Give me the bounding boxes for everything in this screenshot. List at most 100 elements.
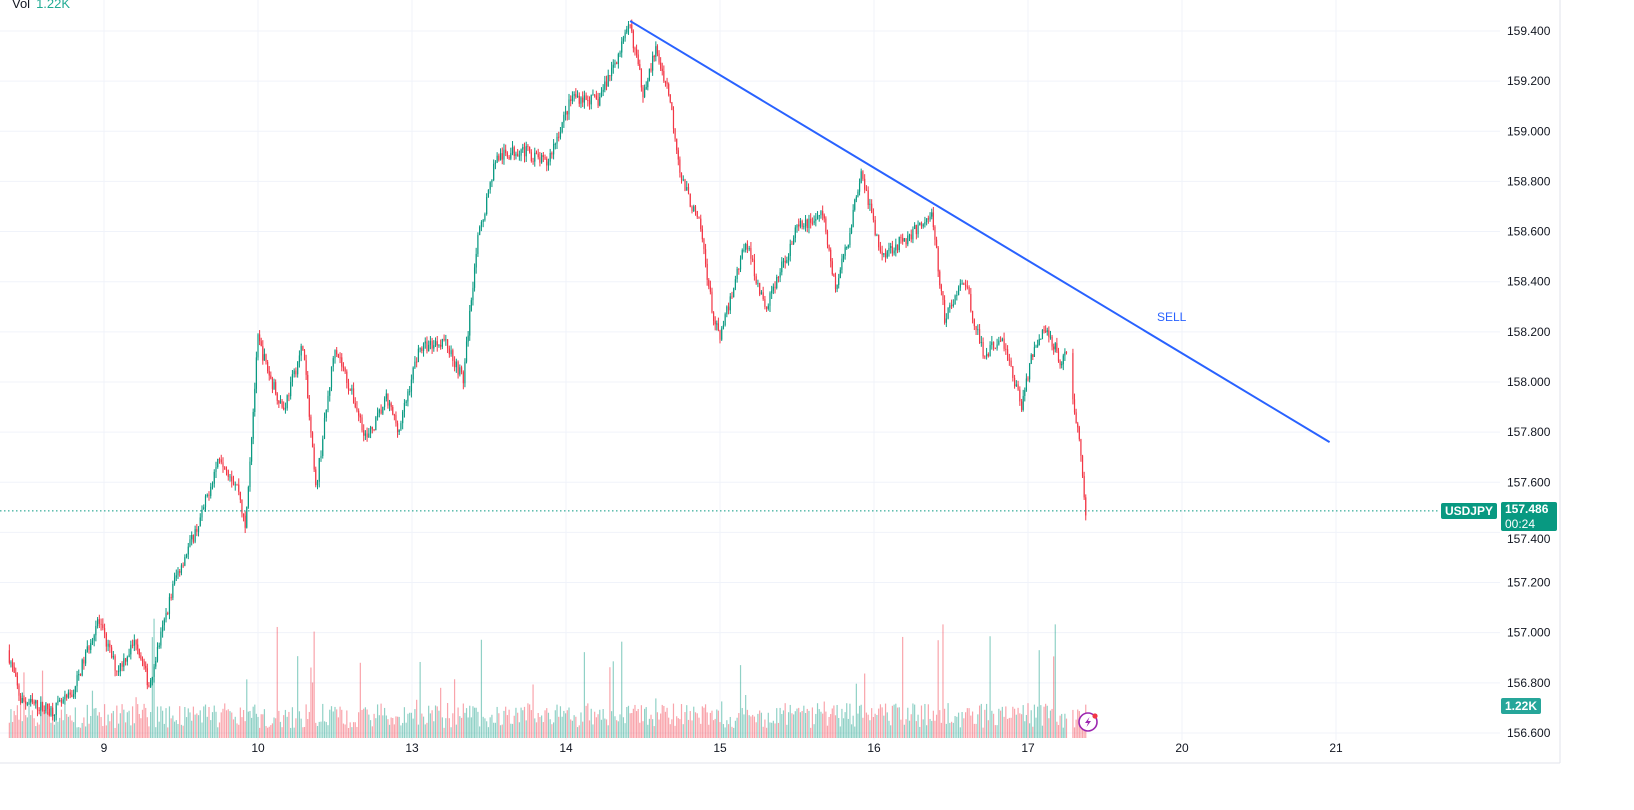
volume-bar	[259, 727, 261, 738]
candle-body	[109, 643, 111, 648]
volume-bar	[854, 726, 856, 738]
candle-body	[180, 565, 183, 573]
candle-body	[378, 409, 380, 413]
volume-bar	[629, 713, 631, 738]
volume-bar	[206, 716, 208, 738]
volume-bar	[612, 661, 614, 738]
volume-bar	[407, 713, 409, 738]
candle-body	[655, 46, 657, 57]
candle-body	[597, 98, 599, 106]
volume-bar	[168, 706, 171, 738]
candle-body	[994, 347, 996, 349]
candle-body	[799, 220, 802, 227]
candle-body	[278, 400, 280, 404]
volume-bar	[721, 701, 723, 738]
candle-body	[382, 406, 384, 414]
volume-bar	[414, 709, 416, 738]
candle-body	[325, 409, 327, 418]
candle-body	[855, 196, 857, 200]
volume-bar	[777, 722, 780, 738]
sell-annotation[interactable]: SELL	[1157, 310, 1187, 324]
volume-bar	[1073, 727, 1076, 738]
candle-body	[241, 499, 243, 514]
trendline[interactable]	[629, 20, 1331, 444]
candle-body	[356, 407, 358, 411]
candle-body	[1030, 354, 1032, 364]
price-axis[interactable]: 156.600 156.800 157.000 157.200 157.400 157.6…	[1507, 24, 1551, 740]
volume-bar	[945, 723, 947, 738]
volume-bar	[898, 707, 900, 738]
volume-bar	[558, 716, 560, 738]
candle-body	[206, 494, 208, 497]
candle-body	[801, 220, 803, 227]
candle-body	[607, 74, 609, 87]
candle-body	[771, 290, 773, 294]
candle-body	[167, 613, 169, 615]
volume-bar	[109, 721, 111, 738]
candle-body	[511, 147, 514, 154]
volume-bar	[855, 683, 857, 738]
candle-body	[252, 411, 254, 439]
candle-body	[76, 675, 78, 687]
volume-bar	[622, 717, 625, 738]
volume-bar	[661, 704, 663, 738]
candle-body	[784, 260, 786, 263]
candle-body	[242, 513, 245, 516]
candle-body	[124, 658, 127, 662]
volume-bar	[60, 709, 63, 738]
candle-body	[1053, 346, 1055, 350]
volume-bar	[201, 722, 203, 738]
lightning-icon[interactable]	[1078, 712, 1098, 732]
candle-body	[719, 330, 721, 340]
candle-body	[648, 68, 651, 81]
candle-body	[275, 382, 277, 394]
volume-bar	[252, 706, 254, 738]
volume-bar	[724, 727, 726, 738]
volume-bar	[35, 726, 37, 738]
volume-bar	[1037, 706, 1039, 738]
volume-bar	[794, 711, 796, 738]
candle-body	[11, 662, 14, 667]
candle-body	[776, 277, 778, 289]
volume-bar	[1038, 650, 1040, 738]
volume-bar	[376, 704, 379, 738]
candle-body	[679, 159, 681, 173]
volume-bar	[568, 707, 570, 738]
candle-body	[927, 218, 929, 220]
volume-bar	[989, 636, 991, 738]
volume-bar	[307, 719, 309, 738]
volume-bar	[664, 711, 667, 738]
candle-body	[661, 68, 663, 72]
candle-body	[910, 234, 912, 240]
candle-body	[879, 247, 882, 252]
candle-body	[1059, 361, 1061, 366]
volume-bar	[970, 715, 972, 738]
candle-body	[956, 295, 958, 297]
volume-bar	[291, 707, 294, 738]
volume-bar	[655, 698, 657, 738]
volume-bar	[578, 725, 580, 738]
candle-body	[493, 163, 495, 181]
volume-bar	[290, 727, 292, 738]
candle-body	[459, 367, 461, 375]
volume-bar	[939, 710, 941, 738]
candle-body	[989, 345, 991, 357]
candle-body	[257, 334, 259, 358]
volume-bar	[487, 727, 490, 738]
candle-body	[961, 283, 963, 285]
time-axis[interactable]: 9 10 13 14 15 16 17 20 21	[101, 741, 1343, 755]
volume-bar	[542, 722, 544, 738]
candle-body	[1027, 378, 1029, 380]
volume-bar	[575, 716, 577, 738]
candle-body	[246, 506, 248, 528]
candle-body	[680, 172, 683, 180]
candle-body	[980, 341, 982, 343]
volume-bar	[978, 705, 981, 738]
candle-body	[1029, 363, 1031, 380]
volume-bar	[1032, 726, 1034, 738]
volume-bar	[525, 720, 527, 738]
volume-bar	[903, 724, 905, 738]
volume-bar	[1022, 705, 1024, 738]
volume-bar	[772, 720, 774, 738]
